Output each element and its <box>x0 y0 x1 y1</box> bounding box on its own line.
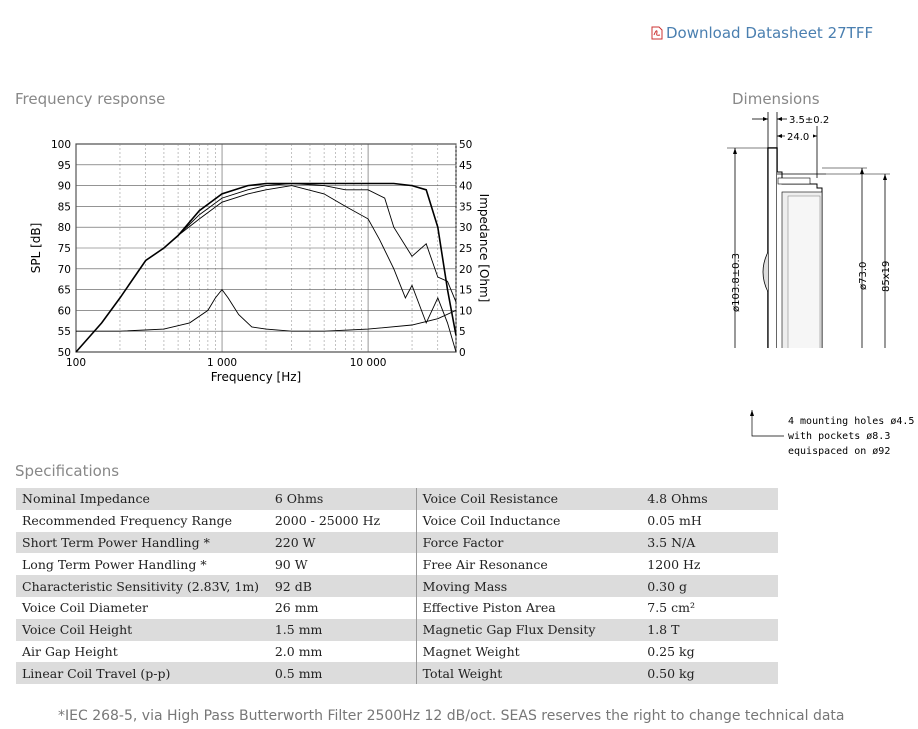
dim-label-body-diameter: ø73.0 <box>858 262 869 290</box>
spec-label: Recommended Frequency Range <box>22 513 233 529</box>
spec-label: Short Term Power Handling * <box>16 531 269 554</box>
spec-label: Force Factor <box>415 531 642 554</box>
spec-row: Linear Coil Travel (p-p) 0.5 mm Total Weig… <box>16 662 778 685</box>
spec-row: Voice Coil Height 1.5 mm Magnetic Gap Flux… <box>16 618 778 641</box>
spec-value: 1.5 mm <box>268 618 417 641</box>
dim-label-depth: 24.0 <box>787 132 809 143</box>
spec-row: Recommended Frequency Range 2000 - 25000 … <box>16 509 778 532</box>
y2-tick-label: 5 <box>459 326 466 338</box>
y2-tick-label: 50 <box>459 139 472 151</box>
spec-label: Total Weight <box>415 662 642 685</box>
spec-value: 3.5 N/A <box>641 531 778 554</box>
y-tick-label: 55 <box>58 326 71 338</box>
y2-tick-label: 15 <box>459 285 472 297</box>
series-line-4 <box>76 288 457 332</box>
spec-value: 0.5 mm <box>268 662 417 685</box>
y-tick-label: 65 <box>58 285 71 297</box>
spec-row: Characteristic Sensitivity (2.83V, 1m) 92… <box>16 575 778 597</box>
y-axis-label: SPL [dB] <box>29 223 43 274</box>
spec-row: Voice Coil Diameter 26 mm Effective Piston… <box>16 596 778 619</box>
y2-tick-label: 40 <box>459 181 472 193</box>
spec-label: Characteristic Sensitivity (2.83V, 1m) <box>16 575 269 597</box>
dim-label-flange-diameter: ø103.8±0.3 <box>731 253 742 312</box>
spec-value: 1.8 T <box>641 618 778 641</box>
frequency-response-title: Frequency response <box>15 90 166 108</box>
spec-value: 0.50 kg <box>641 662 778 685</box>
download-datasheet-link[interactable]: Download Datasheet 27TFF <box>651 24 873 42</box>
spec-label: Moving Mass <box>415 575 642 597</box>
x-tick-label: 10 000 <box>350 357 387 369</box>
x-axis-label: Frequency [Hz] <box>211 370 302 384</box>
y2-tick-label: 25 <box>459 243 472 255</box>
spec-value: 2000 - 25000 Hz <box>274 513 381 529</box>
spec-label: Voice Coil Inductance <box>415 509 642 532</box>
y2-tick-label: 10 <box>459 305 472 317</box>
pdf-icon <box>651 26 663 40</box>
mounting-note-line3: equispaced on ø92 <box>788 446 890 457</box>
spec-value: 4.8 Ohms <box>641 488 778 510</box>
dimensions-annotations: ø103.8±0.3 ø73.0 85x19 4 mounting holes … <box>731 253 914 457</box>
specifications-table: Nominal Impedance 6 Ohms Voice Coil Resist… <box>16 488 778 685</box>
spec-value: 90 W <box>274 556 308 572</box>
spec-value: 7.5 cm² <box>647 600 695 616</box>
spec-label: Long Term Power Handling * <box>22 556 207 572</box>
spec-value: 6 Ohms <box>268 488 417 510</box>
download-datasheet-label: Download Datasheet 27TFF <box>666 24 874 42</box>
mounting-note-line1: 4 mounting holes ø4.5 <box>788 416 914 427</box>
spec-label: Linear Coil Travel (p-p) <box>16 662 269 685</box>
specifications-title: Specifications <box>15 462 120 480</box>
spec-value: 0.25 kg <box>647 643 695 659</box>
x-tick-label: 100 <box>66 357 86 369</box>
y2-tick-label: 45 <box>459 160 472 172</box>
spec-label: Magnetic Gap Flux Density <box>415 618 642 641</box>
y-tick-label: 85 <box>58 201 71 213</box>
frequency-response-chart: 50 55 60 65 70 75 80 85 90 95 100 0 5 10 15 20 25 30 35 40 4… <box>29 139 491 384</box>
y-tick-label: 75 <box>58 243 71 255</box>
spec-value: 0.05 mH <box>647 513 702 529</box>
y-tick-label: 80 <box>58 222 71 234</box>
x-tick-label: 1 000 <box>207 357 237 369</box>
y-tick-label: 100 <box>51 139 71 151</box>
mounting-note-line2: with pockets ø8.3 <box>788 431 890 442</box>
spec-label: Air Gap Height <box>22 643 118 659</box>
spec-label: Free Air Resonance <box>415 553 642 576</box>
dim-label-flange: 3.5±0.2 <box>789 115 829 126</box>
y2-axis-label: Impedance [Ohm] <box>477 194 491 303</box>
series-line-3 <box>177 185 457 353</box>
spec-value: 0.30 g <box>641 575 778 597</box>
spec-value: 2.0 mm <box>274 643 323 659</box>
y2-tick-label: 30 <box>459 222 472 234</box>
spec-label: Voice Coil Diameter <box>22 600 148 616</box>
spec-row: Short Term Power Handling * 220 W Force Fa… <box>16 531 778 554</box>
spec-label: Effective Piston Area <box>415 596 642 619</box>
spec-label: Nominal Impedance <box>16 488 269 510</box>
spec-value: 1200 Hz <box>647 556 701 572</box>
spec-value: 26 mm <box>274 600 319 616</box>
y2-tick-label: 20 <box>459 264 472 276</box>
spec-label: Voice Coil Resistance <box>415 488 642 510</box>
y2-tick-label: 35 <box>459 201 472 213</box>
spec-value: 92 dB <box>268 575 417 597</box>
y-tick-label: 70 <box>58 264 71 276</box>
series-line-1 <box>75 182 457 353</box>
y-tick-label: 60 <box>58 305 71 317</box>
dimensions-drawing: 3.5±0.2 24.0 <box>727 112 890 348</box>
dim-label-magnet: 85x19 <box>881 261 892 292</box>
series-line-2 <box>177 183 457 303</box>
dimensions-title: Dimensions <box>732 90 820 108</box>
y-tick-label: 90 <box>58 181 71 193</box>
spec-value: 220 W <box>268 531 417 554</box>
y-tick-label: 95 <box>58 160 71 172</box>
specifications-footnote: *IEC 268-5, via High Pass Butterworth Fi… <box>58 708 845 724</box>
y-tick-label: 50 <box>58 347 71 359</box>
spec-label: Voice Coil Height <box>16 618 269 641</box>
spec-row: Nominal Impedance 6 Ohms Voice Coil Resist… <box>16 488 778 510</box>
spec-label: Magnet Weight <box>415 640 642 663</box>
spec-row: Air Gap Height 2.0 mm Magnet Weight 0.25 kg <box>16 640 778 663</box>
y2-tick-label: 0 <box>459 347 466 359</box>
spec-row: Long Term Power Handling * 90 W Free Air R… <box>16 553 778 576</box>
